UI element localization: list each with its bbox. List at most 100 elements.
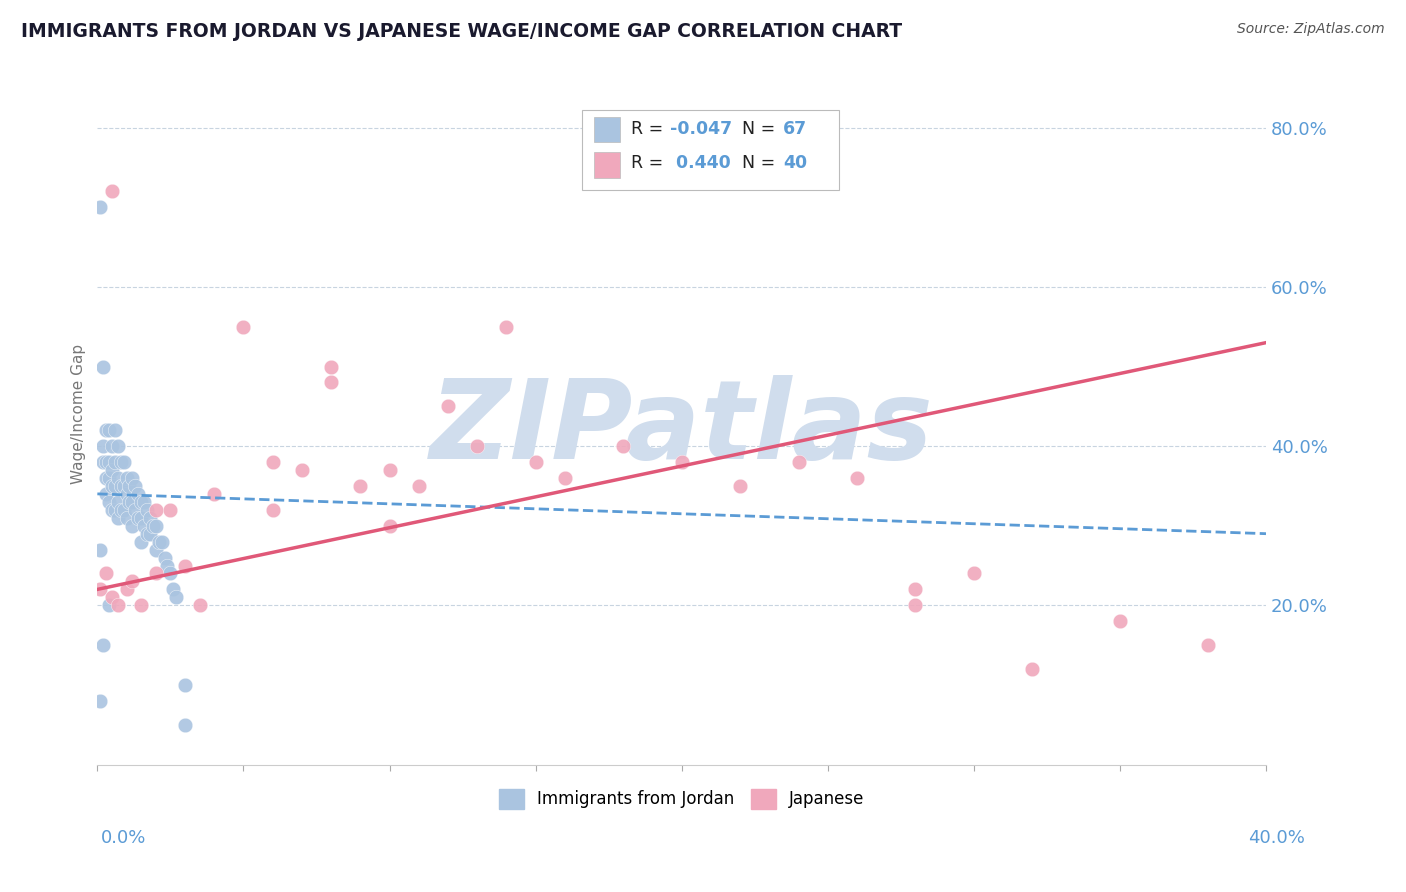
Point bbox=[107, 439, 129, 453]
Point bbox=[132, 495, 155, 509]
Point bbox=[94, 471, 117, 485]
Point bbox=[112, 479, 135, 493]
Legend: Immigrants from Jordan, Japanese: Immigrants from Jordan, Japanese bbox=[492, 782, 872, 815]
Text: -0.047: -0.047 bbox=[671, 120, 733, 138]
Point bbox=[174, 678, 197, 692]
Text: ZIPatlas: ZIPatlas bbox=[430, 375, 934, 482]
Point bbox=[124, 503, 146, 517]
Point bbox=[139, 510, 162, 524]
Point bbox=[89, 200, 111, 214]
Point bbox=[107, 471, 129, 485]
Point bbox=[145, 566, 167, 581]
Point bbox=[153, 550, 176, 565]
Point bbox=[554, 471, 576, 485]
Point bbox=[107, 495, 129, 509]
Point bbox=[612, 439, 634, 453]
Point bbox=[408, 479, 430, 493]
Point bbox=[145, 503, 167, 517]
Point bbox=[107, 510, 129, 524]
Point bbox=[129, 534, 152, 549]
Point bbox=[112, 455, 135, 469]
Point bbox=[101, 591, 124, 605]
Point bbox=[728, 479, 751, 493]
Text: R =: R = bbox=[631, 120, 669, 138]
Point bbox=[319, 376, 342, 390]
Point bbox=[121, 518, 143, 533]
Point bbox=[787, 455, 810, 469]
Y-axis label: Wage/Income Gap: Wage/Income Gap bbox=[72, 344, 86, 484]
Point bbox=[101, 185, 124, 199]
Point bbox=[232, 319, 254, 334]
Point bbox=[98, 471, 121, 485]
Point bbox=[139, 526, 162, 541]
Point bbox=[104, 503, 127, 517]
Point bbox=[148, 534, 170, 549]
Point bbox=[115, 582, 138, 597]
Point bbox=[112, 503, 135, 517]
Point bbox=[963, 566, 986, 581]
Point bbox=[165, 591, 187, 605]
Point bbox=[671, 455, 693, 469]
Point bbox=[136, 503, 159, 517]
Point bbox=[150, 534, 173, 549]
Point bbox=[465, 439, 488, 453]
Text: IMMIGRANTS FROM JORDAN VS JAPANESE WAGE/INCOME GAP CORRELATION CHART: IMMIGRANTS FROM JORDAN VS JAPANESE WAGE/… bbox=[21, 22, 903, 41]
Point bbox=[121, 495, 143, 509]
Text: N =: N = bbox=[731, 120, 780, 138]
Point bbox=[89, 694, 111, 708]
Bar bbox=[593, 117, 620, 142]
Point bbox=[904, 582, 927, 597]
Point bbox=[136, 526, 159, 541]
Text: 67: 67 bbox=[783, 120, 807, 138]
Point bbox=[437, 400, 460, 414]
Point bbox=[94, 487, 117, 501]
Point bbox=[91, 455, 114, 469]
Point bbox=[98, 455, 121, 469]
Point bbox=[174, 717, 197, 731]
Point bbox=[846, 471, 869, 485]
Point bbox=[145, 518, 167, 533]
Point bbox=[94, 423, 117, 437]
Point bbox=[89, 582, 111, 597]
Point bbox=[104, 423, 127, 437]
Point bbox=[104, 455, 127, 469]
Point bbox=[124, 479, 146, 493]
Point bbox=[101, 439, 124, 453]
Point bbox=[98, 495, 121, 509]
Point bbox=[94, 566, 117, 581]
Point bbox=[291, 463, 314, 477]
Point bbox=[121, 471, 143, 485]
FancyBboxPatch shape bbox=[582, 110, 839, 190]
Point bbox=[156, 558, 179, 573]
Point bbox=[115, 510, 138, 524]
Point bbox=[118, 479, 141, 493]
Point bbox=[1109, 614, 1132, 628]
Point bbox=[104, 479, 127, 493]
Point bbox=[110, 503, 132, 517]
Text: 0.0%: 0.0% bbox=[101, 829, 146, 847]
Point bbox=[107, 599, 129, 613]
Text: 40.0%: 40.0% bbox=[1249, 829, 1305, 847]
Point bbox=[495, 319, 517, 334]
Point bbox=[262, 503, 284, 517]
Point bbox=[262, 455, 284, 469]
Point bbox=[174, 558, 197, 573]
Point bbox=[94, 455, 117, 469]
Point bbox=[162, 582, 184, 597]
Point bbox=[129, 599, 152, 613]
Text: N =: N = bbox=[731, 153, 780, 172]
Point bbox=[127, 487, 149, 501]
Point bbox=[378, 463, 401, 477]
Point bbox=[121, 574, 143, 589]
Point bbox=[91, 359, 114, 374]
Point bbox=[115, 471, 138, 485]
Bar bbox=[593, 153, 620, 178]
Point bbox=[524, 455, 547, 469]
Point bbox=[129, 495, 152, 509]
Point bbox=[110, 455, 132, 469]
Point bbox=[127, 510, 149, 524]
Text: Source: ZipAtlas.com: Source: ZipAtlas.com bbox=[1237, 22, 1385, 37]
Point bbox=[904, 599, 927, 613]
Point bbox=[132, 518, 155, 533]
Point bbox=[188, 599, 211, 613]
